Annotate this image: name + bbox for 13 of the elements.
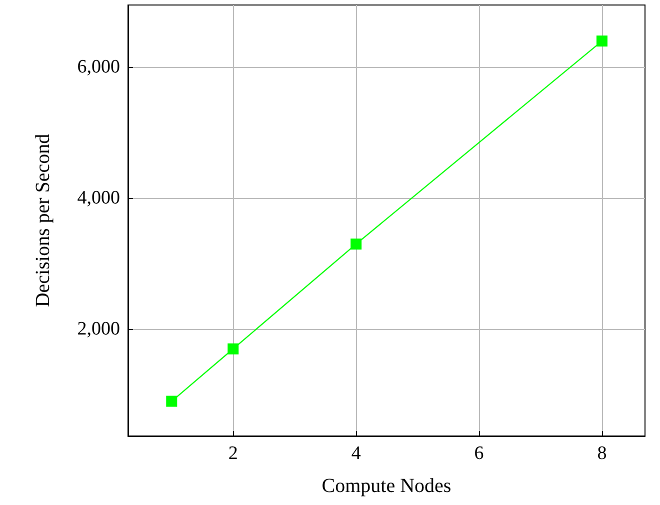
point: [350, 238, 362, 250]
y-tick-label: 6,000: [77, 56, 120, 78]
point: [228, 343, 239, 354]
x-tick-label: 4: [351, 443, 362, 464]
y-tick-label: 2,000: [77, 318, 120, 340]
x-tick-label: 6: [474, 443, 484, 464]
x-tick-label: 2: [228, 443, 238, 464]
y-tick-label: 4,000: [77, 188, 120, 209]
point: [166, 396, 178, 407]
x-axis-title: Compute Nodes: [322, 475, 452, 497]
x-tick-label: 8: [597, 443, 607, 464]
y-axis-title: Decisions per Second: [32, 134, 54, 308]
point: [596, 36, 608, 47]
